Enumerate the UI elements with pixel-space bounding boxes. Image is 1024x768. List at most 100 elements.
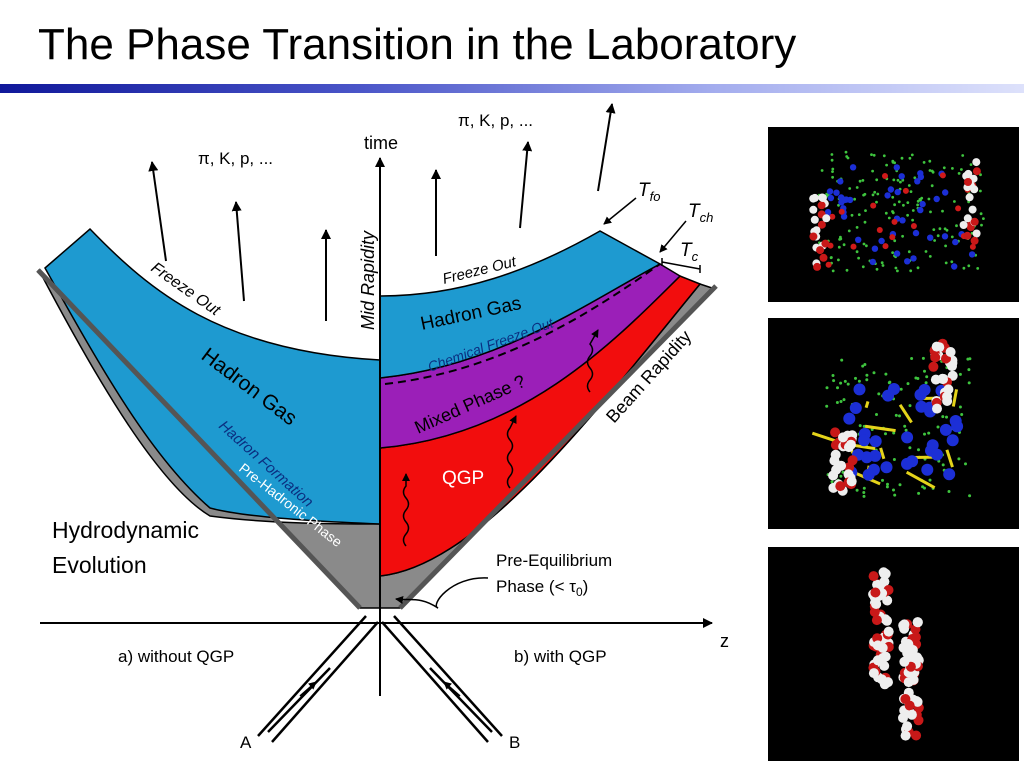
particle [885,163,888,167]
particle [976,267,980,270]
particle [906,382,910,386]
particle [917,206,924,214]
particle [845,155,849,158]
particle [979,212,983,216]
particle [903,677,914,688]
particle [886,482,889,486]
particle [853,383,866,396]
particle [936,425,940,429]
incoming-beam-lines [257,615,503,743]
particle [893,203,896,207]
particle [869,258,876,266]
particle [862,486,866,490]
particle-track [945,449,954,468]
particle [831,269,835,273]
particle [841,196,849,203]
particle [959,221,968,229]
particle [875,200,878,204]
particle [941,209,944,213]
particle [917,170,924,177]
photon-emission-wavy-arrows [402,329,599,547]
particle [869,435,882,448]
particle [876,192,880,196]
emission-arrows-left [148,161,331,321]
particle [835,481,846,492]
nucleus-a-label: A [240,733,252,752]
particle [847,229,851,233]
particle [931,448,943,461]
particle [943,227,947,231]
particle [898,414,901,418]
particle [916,266,920,270]
particle [898,483,902,487]
particle [900,156,904,160]
particle [865,373,869,377]
particle [847,455,858,466]
t-ch-label: Tch [688,201,713,225]
particle [961,154,965,157]
particle [967,381,971,385]
particle [809,194,818,203]
particle [946,434,959,447]
particle [979,189,982,193]
particle [861,265,865,269]
particle [882,243,889,250]
particle [809,232,818,241]
particle [830,449,841,460]
particle [846,476,857,487]
particle [839,235,842,239]
particle [969,163,973,166]
particle [821,239,830,248]
particle [813,262,822,271]
particle [897,200,901,204]
particle [842,243,846,247]
particle [967,368,971,372]
particle [943,468,956,481]
particle [908,446,912,450]
particle [979,173,982,177]
particle [830,480,834,484]
particle [831,167,835,171]
left-pre-hadronic-region [37,269,381,609]
particle [837,245,841,249]
particle [972,167,981,176]
particle [963,231,972,240]
particle [928,255,932,258]
particle [932,228,936,231]
particle [893,250,901,257]
particle [873,190,877,194]
particle [872,633,883,644]
particle [850,213,854,217]
particle [911,218,914,222]
particle [930,352,941,363]
particle [907,645,918,655]
particle [871,169,874,173]
particle [883,677,893,688]
particle [924,381,928,385]
particle [891,195,895,199]
particle [944,261,948,265]
particle [829,256,833,260]
t-c-label: Tc [680,240,699,264]
particle [914,178,921,185]
particle [980,223,983,227]
particle [892,431,896,435]
particle [928,159,932,163]
evolution-label: Evolution [52,552,147,578]
particle [945,347,956,357]
particle [837,258,840,262]
particle [913,176,917,180]
particle [872,153,876,157]
particle [855,488,859,492]
particle [861,364,865,368]
particle [951,420,964,433]
particle [894,188,901,196]
particle-track [905,470,936,490]
particle-track [864,424,896,433]
particle [855,250,859,254]
particle [924,250,928,253]
particle [872,655,883,666]
particle [857,213,861,216]
particle [837,178,844,185]
particle [889,234,896,241]
